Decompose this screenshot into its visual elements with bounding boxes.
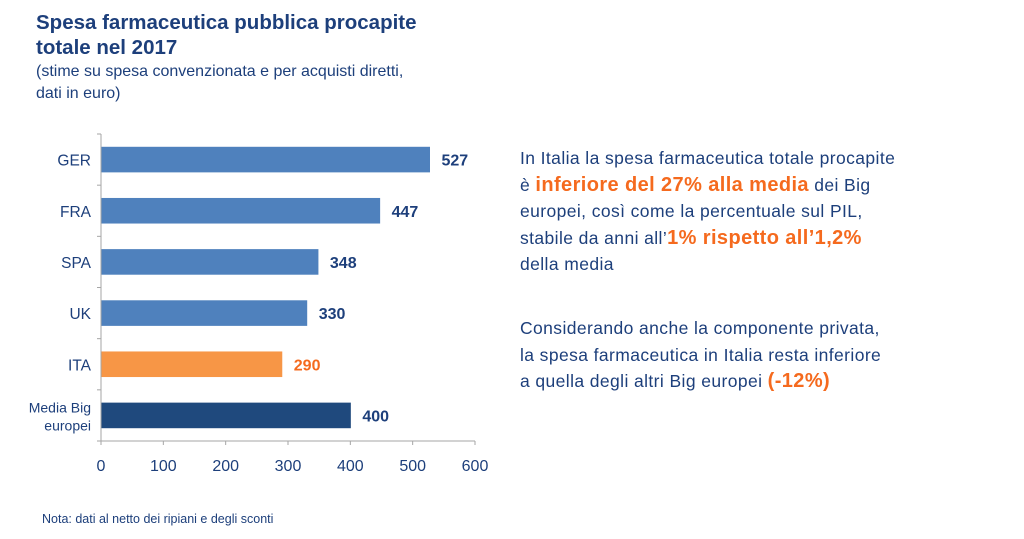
x-tick-label: 200: [212, 458, 239, 475]
bar-chart: 0 100 200 300 400 500 600 527 GER 447 FRA 348 SPA 330…: [29, 133, 489, 475]
data-label: 447: [392, 204, 419, 221]
x-tick-label: 600: [462, 458, 489, 475]
commentary-p1-line3: europei, così come la percentuale sul PI…: [520, 201, 863, 221]
commentary-p1-line2: è inferiore del 27% alla media dei Big: [520, 172, 895, 199]
commentary-paragraph-1: In Italia la spesa farmaceutica totale p…: [520, 145, 895, 278]
commentary-p1-line4-pre: stabile da anni all’: [520, 227, 668, 248]
category-label: europei: [44, 417, 91, 433]
x-tick-label: 500: [399, 458, 426, 475]
commentary-p1-line2-post: dei Big: [808, 174, 871, 195]
chart-subtitle-line1: (stime su spesa convenzionata e per acqu…: [36, 63, 404, 80]
category-label: ITA: [68, 357, 92, 374]
highlight-27-percent: inferiore del 27% alla media: [535, 173, 809, 196]
x-tick-label: 300: [275, 458, 302, 475]
chart-title-line1: Spesa farmaceutica pubblica procapite: [36, 11, 417, 34]
commentary-p2-line2: la spesa farmaceutica in Italia resta in…: [520, 344, 882, 365]
data-label: 400: [362, 408, 389, 425]
commentary-p1-line1: In Italia la spesa farmaceutica totale p…: [520, 148, 896, 168]
category-label: UK: [69, 306, 91, 323]
bar-media-big-europei: [101, 402, 351, 429]
commentary-paragraph-2: Considerando anche la componente privata…: [520, 315, 881, 395]
bar-fra: [101, 197, 381, 224]
data-label: 348: [330, 255, 357, 272]
x-tick-label: 400: [337, 458, 364, 475]
data-label: 330: [319, 306, 346, 323]
commentary-p1-line5: della media: [520, 254, 614, 274]
commentary-p2-line3: a quella degli altri Big europei (-12%): [520, 368, 881, 395]
category-label: FRA: [60, 204, 92, 221]
highlight-minus-12-percent: (-12%): [767, 370, 831, 392]
bar-ger: [101, 146, 430, 173]
category-label: Media Big: [29, 399, 91, 415]
x-tick-label: 0: [97, 458, 106, 475]
bar-uk: [101, 300, 308, 326]
commentary-p2-line1: Considerando anche la componente privata…: [520, 318, 880, 338]
data-label: 527: [441, 153, 468, 170]
commentary-p1-line4: stabile da anni all’1% rispetto all’1,2%: [520, 225, 895, 252]
category-label: GER: [57, 153, 91, 170]
chart-subtitle-line2: dati in euro): [36, 85, 121, 102]
data-label: 290: [294, 357, 321, 374]
commentary-p2-line3-pre: a quella degli altri Big europei: [520, 371, 768, 391]
highlight-pil-percent: 1% rispetto all’1,2%: [667, 226, 862, 249]
footnote: Nota: dati al netto dei ripiani e degli …: [42, 512, 274, 526]
bar-spa: [101, 249, 319, 275]
x-tick-label: 100: [150, 458, 177, 475]
category-label: SPA: [61, 255, 92, 272]
bar-ita: [101, 351, 283, 378]
chart-subtitle: (stime su spesa convenzionata e per acqu…: [36, 61, 526, 105]
commentary-p1-line2-pre: è: [520, 174, 536, 195]
chart-title-line2: totale nel 2017: [36, 36, 178, 59]
chart-title: Spesa farmaceutica pubblica procapite to…: [36, 10, 516, 60]
